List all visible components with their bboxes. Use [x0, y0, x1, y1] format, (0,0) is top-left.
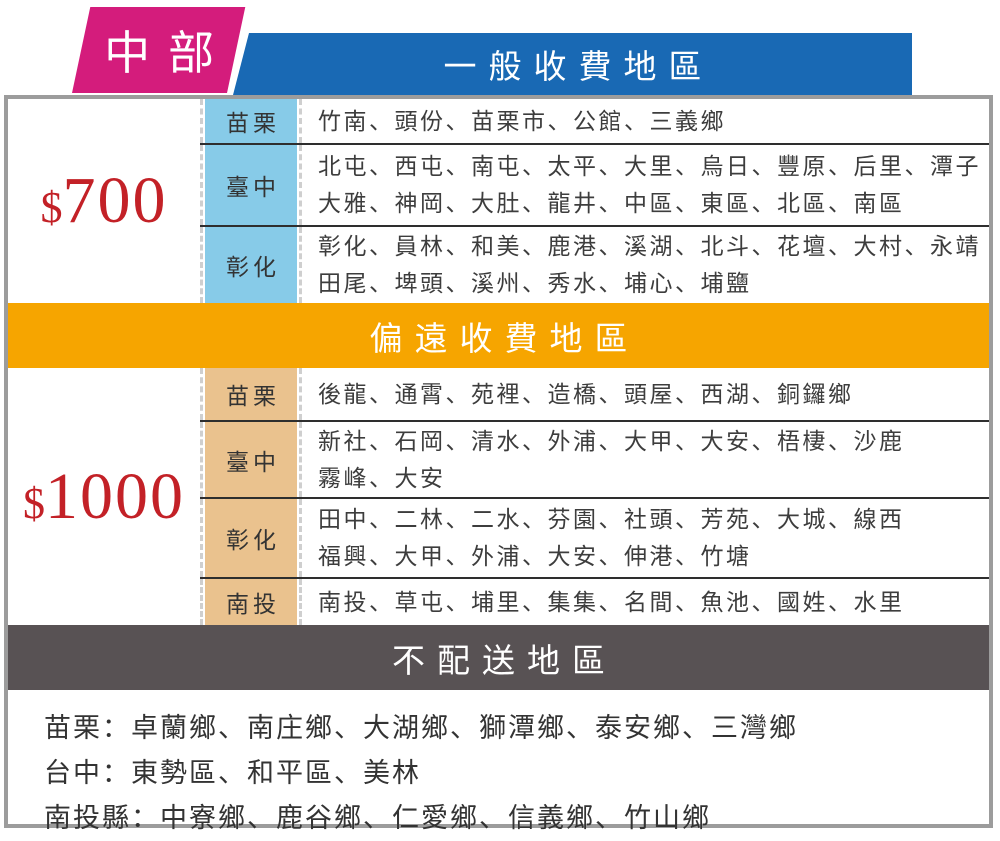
no-delivery-header: 不配送地區 — [8, 625, 989, 690]
area-label: 彰化 — [200, 227, 302, 303]
area-label: 南投 — [200, 579, 302, 625]
district-list: 田中、二林、二水、芬園、社頭、芳苑、大城、線西 福興、大甲、外浦、大安、伸港、竹… — [318, 507, 905, 569]
district-list: 新社、石岡、清水、外浦、大甲、大安、梧棲、沙鹿 霧峰、大安 — [318, 428, 905, 491]
table-row: 苗栗 後龍、通霄、苑裡、造橋、頭屋、西湖、銅鑼鄉 — [200, 368, 989, 420]
area-label: 彰化 — [200, 499, 302, 577]
district-list: 後龍、通霄、苑裡、造橋、頭屋、西湖、銅鑼鄉 — [318, 381, 854, 407]
area-label: 苗栗 — [200, 99, 302, 143]
table-row: 臺中 北屯、西屯、南屯、太平、大里、烏日、豐原、后里、潭子 大雅、神岡、大肚、龍… — [200, 143, 989, 225]
price-cell-700: $700 — [8, 99, 200, 303]
region-badge-label: 中部 — [103, 28, 232, 79]
table-row: 南投 南投、草屯、埔里、集集、名間、魚池、國姓、水里 — [200, 577, 989, 625]
no-delivery-notes: 苗栗：卓蘭鄉、南庄鄉、大湖鄉、獅潭鄉、泰安鄉、三灣鄉 台中：東勢區、和平區、美林… — [8, 690, 989, 841]
table-row: 彰化 田中、二林、二水、芬園、社頭、芳苑、大城、線西 福興、大甲、外浦、大安、伸… — [200, 497, 989, 577]
region-badge: 中部 — [72, 7, 246, 93]
district-list: 南投、草屯、埔里、集集、名間、魚池、國姓、水里 — [318, 589, 905, 615]
area-label: 臺中 — [200, 422, 302, 497]
general-fee-header: 一般收費地區 — [233, 33, 912, 95]
note-line: 南投縣：中寮鄉、鹿谷鄉、仁愛鄉、信義鄉、竹山鄉 — [44, 803, 711, 833]
district-list: 彰化、員林、和美、鹿港、溪湖、北斗、花壇、大村、永靖 田尾、埤頭、溪州、秀水、埔… — [318, 234, 981, 296]
note-line: 苗栗：卓蘭鄉、南庄鄉、大湖鄉、獅潭鄉、泰安鄉、三灣鄉 — [44, 713, 798, 743]
price-amount: 700 — [62, 164, 168, 237]
general-rows: 苗栗 竹南、頭份、苗栗市、公館、三義鄉 臺中 北屯、西屯、南屯、太平、大里、烏日… — [200, 99, 989, 303]
district-list: 竹南、頭份、苗栗市、公館、三義鄉 — [318, 108, 726, 134]
area-label: 臺中 — [200, 145, 302, 225]
table-frame: $700 苗栗 竹南、頭份、苗栗市、公館、三義鄉 臺中 北屯、西屯、南屯、太平、… — [4, 95, 993, 833]
area-label: 苗栗 — [200, 368, 302, 420]
general-fee-section: $700 苗栗 竹南、頭份、苗栗市、公館、三義鄉 臺中 北屯、西屯、南屯、太平、… — [8, 99, 989, 303]
table-row: 苗栗 竹南、頭份、苗栗市、公館、三義鄉 — [200, 99, 989, 143]
price-cell-1000: $1000 — [8, 368, 200, 625]
remote-fee-header: 偏遠收費地區 — [8, 303, 989, 368]
currency-symbol: $ — [23, 478, 45, 528]
currency-symbol: $ — [40, 183, 63, 232]
price-amount: 1000 — [45, 459, 185, 533]
table-row: 彰化 彰化、員林、和美、鹿港、溪湖、北斗、花壇、大村、永靖 田尾、埤頭、溪州、秀… — [200, 225, 989, 303]
note-line: 台中：東勢區、和平區、美林 — [44, 758, 421, 788]
remote-rows: 苗栗 後龍、通霄、苑裡、造橋、頭屋、西湖、銅鑼鄉 臺中 新社、石岡、清水、外浦、… — [200, 368, 989, 625]
table-row: 臺中 新社、石岡、清水、外浦、大甲、大安、梧棲、沙鹿 霧峰、大安 — [200, 420, 989, 497]
remote-fee-section: $1000 苗栗 後龍、通霄、苑裡、造橋、頭屋、西湖、銅鑼鄉 臺中 新社、石岡、… — [8, 368, 989, 625]
district-list: 北屯、西屯、南屯、太平、大里、烏日、豐原、后里、潭子 大雅、神岡、大肚、龍井、中… — [318, 154, 981, 216]
